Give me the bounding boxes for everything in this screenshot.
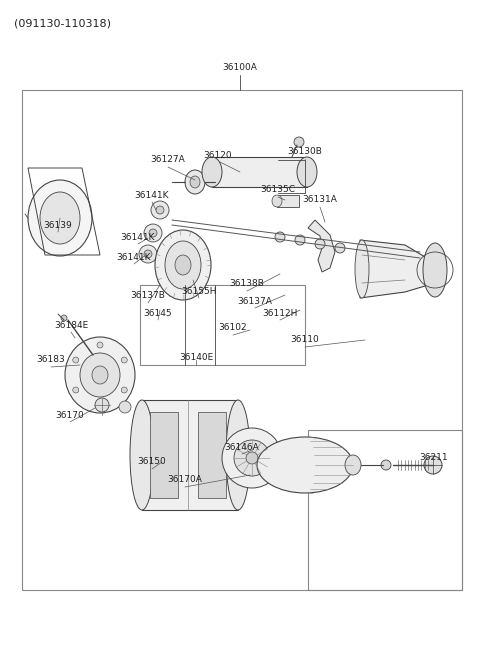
Text: 36137A: 36137A [238,297,273,305]
Text: 36141K: 36141K [121,233,155,242]
Text: 36127A: 36127A [151,155,185,164]
Ellipse shape [423,243,447,297]
Text: 36110: 36110 [290,335,319,345]
Text: 36138B: 36138B [229,280,264,288]
Text: 36211: 36211 [420,453,448,462]
Circle shape [144,224,162,242]
Circle shape [156,206,164,214]
Circle shape [144,250,152,258]
Circle shape [73,357,79,363]
Circle shape [381,460,391,470]
Circle shape [119,401,131,413]
Circle shape [61,315,67,321]
Text: 36170A: 36170A [168,476,203,485]
Circle shape [295,235,305,245]
Text: 36130B: 36130B [288,147,323,157]
Text: 36100A: 36100A [223,64,257,73]
Circle shape [95,398,109,412]
Text: 36170: 36170 [56,411,84,419]
Ellipse shape [155,230,211,300]
Ellipse shape [28,180,92,256]
Bar [198,412,226,498]
Text: 36184E: 36184E [54,320,88,329]
Text: 36183: 36183 [36,356,65,364]
Ellipse shape [355,240,369,298]
Ellipse shape [272,195,282,207]
Text: 36135C: 36135C [261,185,296,195]
Ellipse shape [345,455,361,475]
Text: 36120: 36120 [204,151,232,160]
Ellipse shape [175,255,191,275]
Ellipse shape [130,400,154,510]
Text: 36141K: 36141K [135,191,169,200]
Text: 36145: 36145 [144,309,172,318]
Circle shape [97,402,103,408]
Ellipse shape [165,241,201,289]
Ellipse shape [40,192,80,244]
Text: 36112H: 36112H [262,309,298,318]
Text: 36141K: 36141K [117,253,151,263]
Ellipse shape [246,452,258,464]
Text: 36131A: 36131A [302,195,337,204]
Ellipse shape [297,157,317,187]
Text: 36146A: 36146A [225,443,259,451]
Circle shape [294,137,304,147]
Ellipse shape [92,366,108,384]
Bar [308,430,462,590]
Circle shape [97,342,103,348]
Ellipse shape [226,400,250,510]
Ellipse shape [257,437,353,493]
Ellipse shape [190,176,200,188]
Ellipse shape [234,440,270,476]
Text: 36140E: 36140E [179,354,213,362]
Circle shape [121,387,127,393]
Bar [22,90,462,590]
Bar [140,285,305,365]
Bar [277,195,299,207]
Ellipse shape [80,353,120,397]
Ellipse shape [202,157,222,187]
Circle shape [275,232,285,242]
Text: 36102: 36102 [219,324,247,333]
Bar [142,400,238,510]
Circle shape [139,245,157,263]
Ellipse shape [185,170,205,194]
Circle shape [335,243,345,253]
Text: (091130-110318): (091130-110318) [14,18,111,28]
Bar [150,412,178,498]
Bar [212,157,307,187]
Polygon shape [360,240,435,298]
Circle shape [315,239,325,249]
Circle shape [424,456,442,474]
Text: 36139: 36139 [44,221,72,229]
Polygon shape [308,220,335,272]
Text: 36137B: 36137B [131,291,166,301]
Text: 36150: 36150 [138,457,167,466]
Circle shape [151,201,169,219]
Text: 36155H: 36155H [181,286,217,295]
Ellipse shape [222,428,282,488]
Circle shape [149,229,157,237]
Circle shape [121,357,127,363]
Circle shape [73,387,79,393]
Ellipse shape [65,337,135,413]
